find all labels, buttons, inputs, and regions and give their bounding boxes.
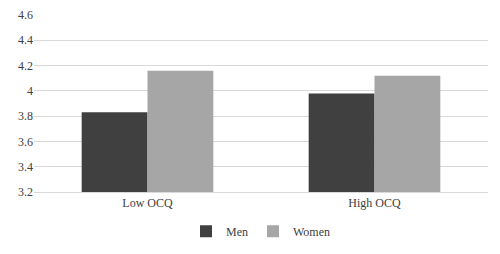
svg-text:3.8: 3.8 (18, 109, 33, 123)
svg-text:Women: Women (293, 225, 330, 239)
svg-text:4: 4 (27, 84, 33, 98)
svg-text:3.2: 3.2 (18, 185, 33, 199)
svg-text:Low OCQ: Low OCQ (122, 196, 173, 210)
svg-text:High OCQ: High OCQ (348, 196, 401, 210)
svg-text:Men: Men (226, 225, 248, 239)
svg-text:4.6: 4.6 (18, 8, 33, 22)
svg-text:4.4: 4.4 (18, 33, 33, 47)
svg-text:3.6: 3.6 (18, 135, 33, 149)
svg-text:3.4: 3.4 (18, 160, 33, 174)
svg-text:4.2: 4.2 (18, 59, 33, 73)
